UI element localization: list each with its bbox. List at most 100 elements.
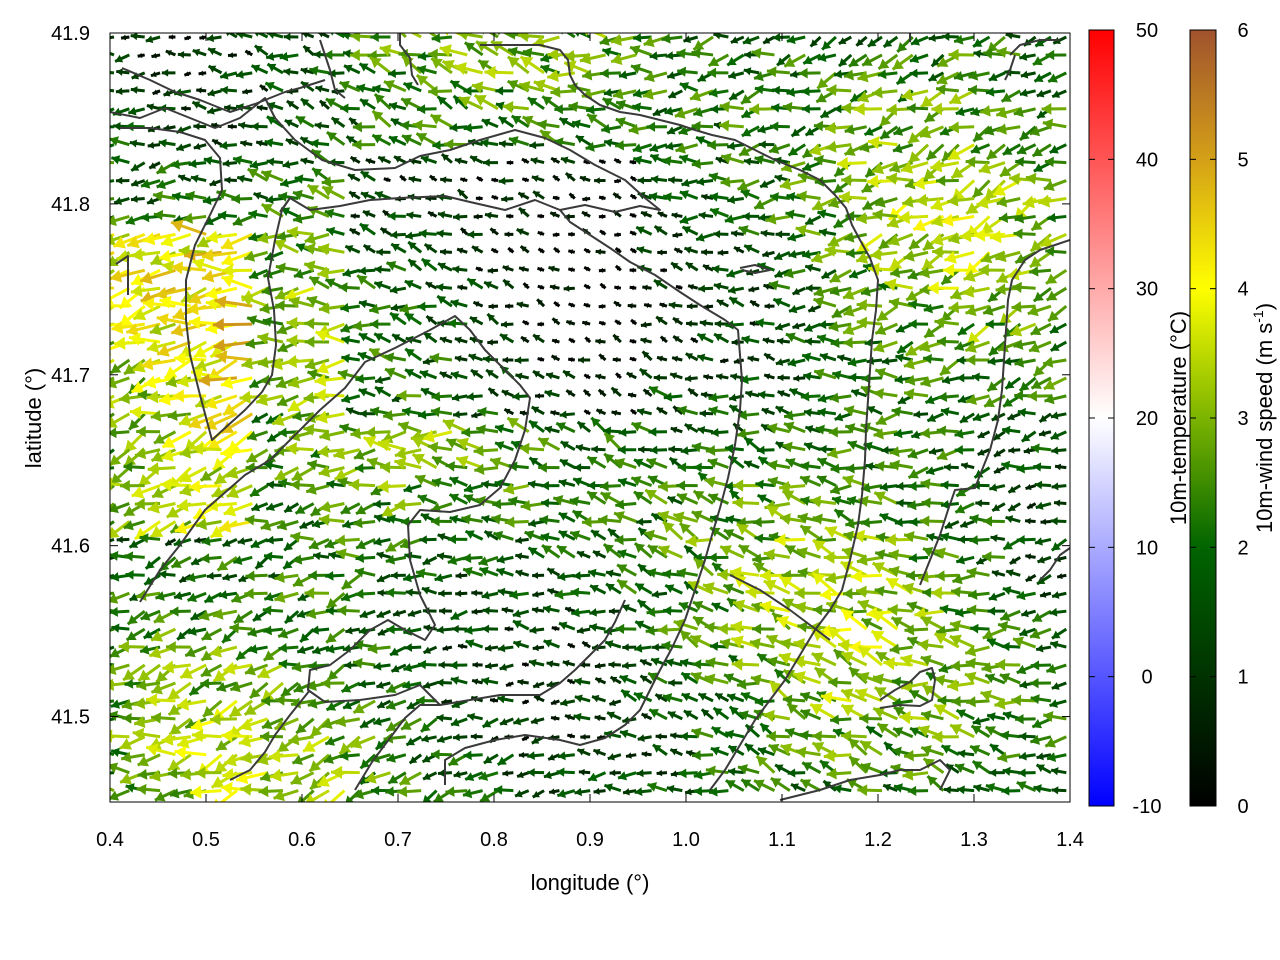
wind-arrow [232, 155, 253, 165]
wind-arrow [769, 192, 791, 202]
wind-arrow [495, 567, 514, 577]
wind-arrow [516, 228, 530, 236]
wind-arrow [691, 750, 714, 761]
wind-arrow [595, 248, 606, 255]
wind-arrow [629, 193, 638, 200]
wind-arrow [235, 33, 253, 40]
wind-arrow [652, 107, 668, 117]
wind-arrow [557, 572, 575, 582]
wind-arrow [651, 590, 668, 599]
wind-arrow [739, 374, 760, 385]
wind-arrow [610, 53, 637, 65]
wind-arrow [335, 534, 360, 547]
wind-arrow [317, 266, 345, 280]
wind-arrow [620, 688, 638, 703]
wind-arrow [310, 138, 330, 149]
wind-arrow [992, 179, 1021, 197]
wind-arrow [672, 316, 684, 326]
wind-arrow [512, 640, 530, 649]
wind-arrow [971, 179, 991, 199]
wind-arrow [1045, 269, 1068, 285]
wind-arrow [792, 671, 822, 685]
wind-arrow [146, 390, 176, 404]
wind-arrow [699, 319, 714, 327]
wind-arrow [214, 295, 253, 309]
wind-arrow [388, 135, 407, 147]
wind-arrow [796, 190, 821, 203]
wind-arrow [292, 410, 314, 422]
wind-arrow [615, 372, 622, 380]
wind-arrow [145, 35, 161, 44]
wind-arrow [246, 315, 269, 326]
wind-arrow [399, 174, 407, 182]
wind-arrow [344, 244, 361, 254]
wind-arrow [920, 89, 945, 109]
wind-arrow [167, 753, 192, 772]
wind-arrow [320, 677, 345, 689]
wind-arrow [819, 107, 837, 119]
wind-arrow [255, 393, 284, 406]
wind-arrow [861, 53, 883, 67]
wind-arrow [820, 268, 837, 280]
wind-arrow [367, 643, 391, 654]
wind-arrow [308, 275, 330, 290]
wind-arrow [636, 598, 653, 613]
wind-arrow [374, 191, 392, 200]
wind-arrow [130, 179, 146, 187]
wind-arrow [306, 183, 330, 200]
wind-arrow [629, 230, 637, 236]
wind-arrow [348, 478, 376, 491]
wind-arrow [783, 268, 806, 279]
wind-arrow [373, 92, 392, 110]
wind-arrow [466, 712, 483, 722]
wind-arrow [501, 389, 514, 398]
wind-arrow [482, 158, 499, 167]
wind-arrow [221, 628, 238, 644]
wind-arrow [368, 303, 391, 315]
wind-arrow [315, 410, 345, 424]
wind-arrow [438, 589, 452, 598]
wind-arrow [712, 706, 730, 721]
wind-arrow [629, 267, 637, 273]
wind-arrow [754, 154, 775, 165]
wind-arrow [630, 421, 653, 434]
wind-arrow [439, 248, 453, 256]
wind-arrow [532, 681, 545, 689]
wind-arrow [452, 733, 468, 742]
wind-arrow [221, 263, 253, 278]
wind-arrow [709, 192, 729, 202]
wind-arrow [956, 785, 975, 795]
wind-speed-colorbar-label: 10m-wind speed (m s-1) [1250, 303, 1277, 533]
wind-arrow [220, 412, 254, 435]
wind-arrow [657, 211, 668, 218]
wind-arrow [495, 86, 514, 96]
wind-arrow [457, 643, 468, 650]
wind-arrow [397, 785, 422, 798]
colorbar-tick-label: 6 [1237, 20, 1248, 42]
wind-arrow [803, 408, 821, 417]
wind-arrow [567, 642, 576, 649]
wind-arrow [417, 659, 437, 670]
wind-arrow [728, 404, 745, 416]
wind-arrow [790, 782, 806, 792]
wind-arrow [598, 303, 606, 309]
wind-arrow [203, 156, 222, 166]
wind-arrow [530, 157, 545, 165]
wind-arrow [512, 392, 529, 401]
wind-arrow [685, 261, 699, 272]
wind-arrow [887, 604, 913, 616]
wind-arrow [742, 35, 760, 45]
wind-arrow [156, 313, 192, 327]
wind-arrow [1007, 484, 1021, 494]
wind-arrow [152, 89, 161, 96]
wind-arrow [137, 52, 145, 59]
wind-arrow [655, 733, 668, 740]
wind-arrow [1044, 156, 1067, 168]
wind-arrow [733, 358, 745, 365]
wind-arrow [273, 239, 299, 254]
wind-arrow [295, 717, 315, 735]
wind-arrow [561, 33, 576, 39]
wind-arrow [242, 88, 253, 95]
wind-arrow [553, 246, 561, 254]
wind-arrow [908, 319, 929, 329]
